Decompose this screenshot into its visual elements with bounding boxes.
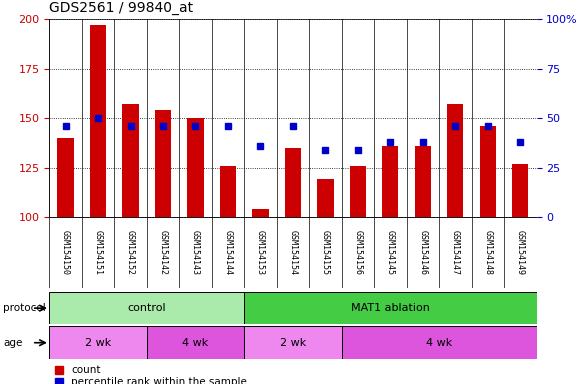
Bar (415, 146, 431, 217)
Bar (244, 292, 536, 324)
Text: control: control (128, 303, 166, 313)
Legend: count, percentile rank within the sample: count, percentile rank within the sample (55, 366, 247, 384)
Text: GSM154150: GSM154150 (61, 230, 70, 275)
Text: 4 wk: 4 wk (182, 338, 209, 348)
Text: GSM154154: GSM154154 (288, 230, 298, 275)
Bar (342, 326, 536, 359)
Text: GSM154148: GSM154148 (483, 230, 492, 275)
Text: GSM154143: GSM154143 (191, 230, 200, 275)
Text: GSM154151: GSM154151 (93, 230, 103, 275)
Bar (122, 104, 139, 217)
Text: GSM154142: GSM154142 (158, 230, 168, 275)
Text: protocol: protocol (3, 303, 46, 313)
Bar (90, 25, 106, 217)
Bar (244, 326, 342, 359)
Bar (285, 148, 301, 217)
Text: GSM154155: GSM154155 (321, 230, 330, 275)
Bar (49, 292, 244, 324)
Text: 2 wk: 2 wk (280, 338, 306, 348)
Bar (220, 166, 236, 217)
Bar (512, 164, 528, 217)
Bar (147, 326, 244, 359)
Bar (187, 118, 204, 217)
Text: GSM154145: GSM154145 (386, 230, 395, 275)
Text: age: age (3, 338, 22, 348)
Bar (252, 209, 269, 217)
Text: GSM154149: GSM154149 (516, 230, 525, 275)
Text: GSM154147: GSM154147 (451, 230, 460, 275)
Text: GSM154156: GSM154156 (353, 230, 362, 275)
Text: GDS2561 / 99840_at: GDS2561 / 99840_at (49, 2, 193, 15)
Text: GSM154153: GSM154153 (256, 230, 265, 275)
Text: MAT1 ablation: MAT1 ablation (351, 303, 430, 313)
Text: GSM154146: GSM154146 (418, 230, 427, 275)
Text: GSM154144: GSM154144 (223, 230, 233, 275)
Bar (350, 166, 366, 217)
Bar (480, 126, 496, 217)
Text: 2 wk: 2 wk (85, 338, 111, 348)
Bar (155, 110, 171, 217)
Text: 4 wk: 4 wk (426, 338, 452, 348)
Bar (447, 104, 463, 217)
Bar (49, 326, 147, 359)
Text: GSM154152: GSM154152 (126, 230, 135, 275)
Bar (57, 138, 74, 217)
Bar (317, 179, 334, 217)
Bar (382, 146, 398, 217)
